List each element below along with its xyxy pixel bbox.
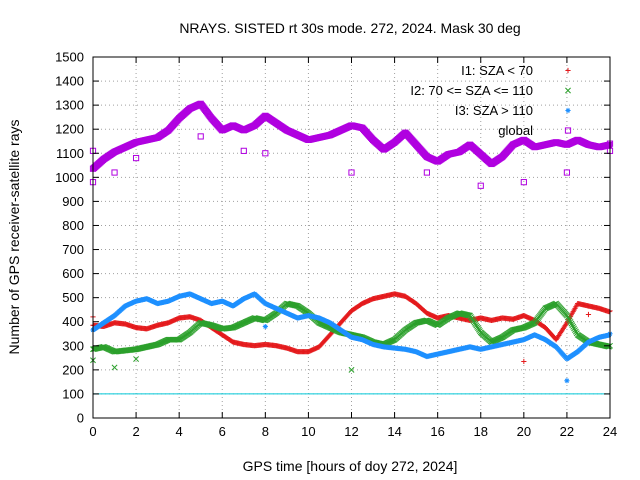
outlier-point	[111, 364, 118, 371]
y-tick-label: 500	[62, 290, 84, 305]
outlier-point	[564, 378, 570, 384]
data-point	[572, 327, 578, 333]
x-tick-label: 16	[430, 424, 444, 439]
x-tick-label: 0	[89, 424, 96, 439]
y-tick-label: 400	[62, 314, 84, 329]
y-axis-title: Number of GPS receiver-satellite rays	[6, 120, 22, 355]
y-tick-label: 1200	[55, 122, 84, 137]
y-tick-label: 1400	[55, 74, 84, 89]
x-axis-title: GPS time [hours of doy 272, 2024]	[243, 458, 458, 474]
series-3	[89, 100, 614, 189]
x-tick-label: 12	[344, 424, 358, 439]
legend-label: I3: SZA > 110	[455, 103, 533, 118]
legend-marker	[565, 107, 571, 114]
outlier-point	[133, 356, 140, 362]
y-tick-label: 1000	[55, 170, 84, 185]
legend-label: global	[498, 123, 533, 138]
x-tick-label: 20	[517, 424, 531, 439]
data-point	[563, 312, 570, 319]
outlier-point	[585, 311, 592, 318]
y-tick-label: 600	[62, 266, 84, 281]
outlier-point	[348, 366, 355, 373]
y-tick-label: 1300	[55, 98, 84, 113]
x-tick-label: 22	[560, 424, 574, 439]
chart-title: NRAYS. SISTED rt 30s mode. 272, 2024. Ma…	[179, 20, 520, 36]
x-tick-label: 8	[262, 424, 269, 439]
legend-label: I2: 70 <= SZA <= 110	[410, 83, 533, 98]
y-tick-label: 0	[77, 411, 84, 426]
x-tick-label: 6	[219, 424, 226, 439]
x-tick-label: 2	[132, 424, 139, 439]
x-tick-label: 4	[176, 424, 183, 439]
data-point	[568, 320, 575, 327]
y-tick-label: 300	[62, 338, 84, 353]
y-tick-label: 900	[62, 194, 84, 209]
series-layer	[89, 100, 614, 384]
legend-label: I1: SZA < 70	[461, 63, 533, 78]
x-tick-label: 18	[474, 424, 488, 439]
outlier-point	[521, 358, 527, 365]
y-tick-label: 700	[62, 242, 84, 257]
data-point	[606, 309, 612, 315]
x-tick-label: 10	[301, 424, 315, 439]
data-point	[570, 323, 577, 330]
y-tick-label: 100	[62, 386, 84, 401]
y-tick-label: 200	[62, 362, 84, 377]
x-tick-label: 14	[387, 424, 401, 439]
outlier-point	[262, 323, 268, 330]
x-tick-label: 24	[603, 424, 617, 439]
y-tick-label: 1100	[56, 146, 84, 161]
y-tick-label: 800	[62, 218, 84, 233]
y-tick-label: 1500	[55, 50, 84, 65]
